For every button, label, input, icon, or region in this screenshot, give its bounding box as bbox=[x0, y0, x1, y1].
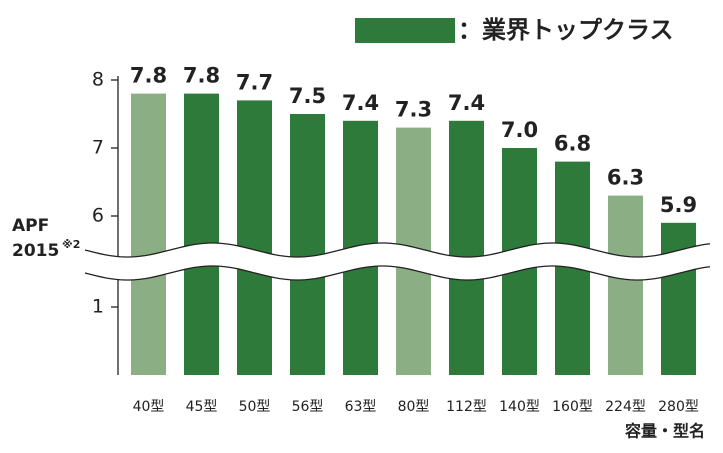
axis-break-edge bbox=[84, 265, 711, 281]
bar bbox=[608, 195, 643, 375]
axis-break bbox=[85, 243, 710, 280]
value-label: 7.4 bbox=[342, 91, 379, 115]
x-tick-label: 224型 bbox=[605, 399, 646, 415]
bar bbox=[661, 222, 696, 375]
value-label: 6.3 bbox=[607, 166, 644, 190]
y-label: APF bbox=[12, 216, 49, 236]
y-label-note: ※2 bbox=[62, 238, 80, 251]
x-tick-label: 140型 bbox=[499, 399, 540, 415]
value-label: 7.7 bbox=[236, 70, 273, 94]
axis-break-edge bbox=[84, 242, 711, 258]
value-label: 7.4 bbox=[448, 91, 485, 115]
y-tick-label: 1 bbox=[92, 296, 104, 318]
y-tick-label: 7 bbox=[92, 137, 104, 159]
x-tick-label: 280型 bbox=[658, 399, 699, 415]
value-label: 7.5 bbox=[289, 84, 326, 108]
bar bbox=[184, 93, 219, 375]
x-tick-label: 40型 bbox=[133, 399, 165, 415]
legend-swatch bbox=[355, 18, 455, 43]
bar bbox=[290, 114, 325, 375]
y-tick-label: 6 bbox=[92, 205, 104, 227]
x-label: 容量・型名 bbox=[624, 422, 705, 441]
x-tick-label: 112型 bbox=[446, 399, 487, 415]
x-tick-label: 63型 bbox=[345, 399, 377, 415]
x-tick-label: 80型 bbox=[398, 399, 430, 415]
value-label: 5.9 bbox=[660, 193, 697, 217]
y-tick-label: 8 bbox=[92, 69, 104, 91]
bar bbox=[237, 100, 272, 376]
bar bbox=[131, 93, 166, 375]
value-label: 7.3 bbox=[395, 98, 432, 122]
bar bbox=[449, 120, 484, 375]
value-label: 6.8 bbox=[554, 132, 591, 156]
y-label: 2015 bbox=[12, 241, 59, 261]
x-tick-label: 160型 bbox=[552, 399, 593, 415]
x-tick-label: 50型 bbox=[239, 399, 271, 415]
x-tick-label: 45型 bbox=[186, 399, 218, 415]
value-label: 7.0 bbox=[501, 118, 538, 142]
value-label: 7.8 bbox=[130, 64, 167, 88]
value-label: 7.8 bbox=[183, 64, 220, 88]
x-tick-label: 56型 bbox=[292, 399, 324, 415]
legend-label: ：業界トップクラス bbox=[458, 16, 674, 44]
